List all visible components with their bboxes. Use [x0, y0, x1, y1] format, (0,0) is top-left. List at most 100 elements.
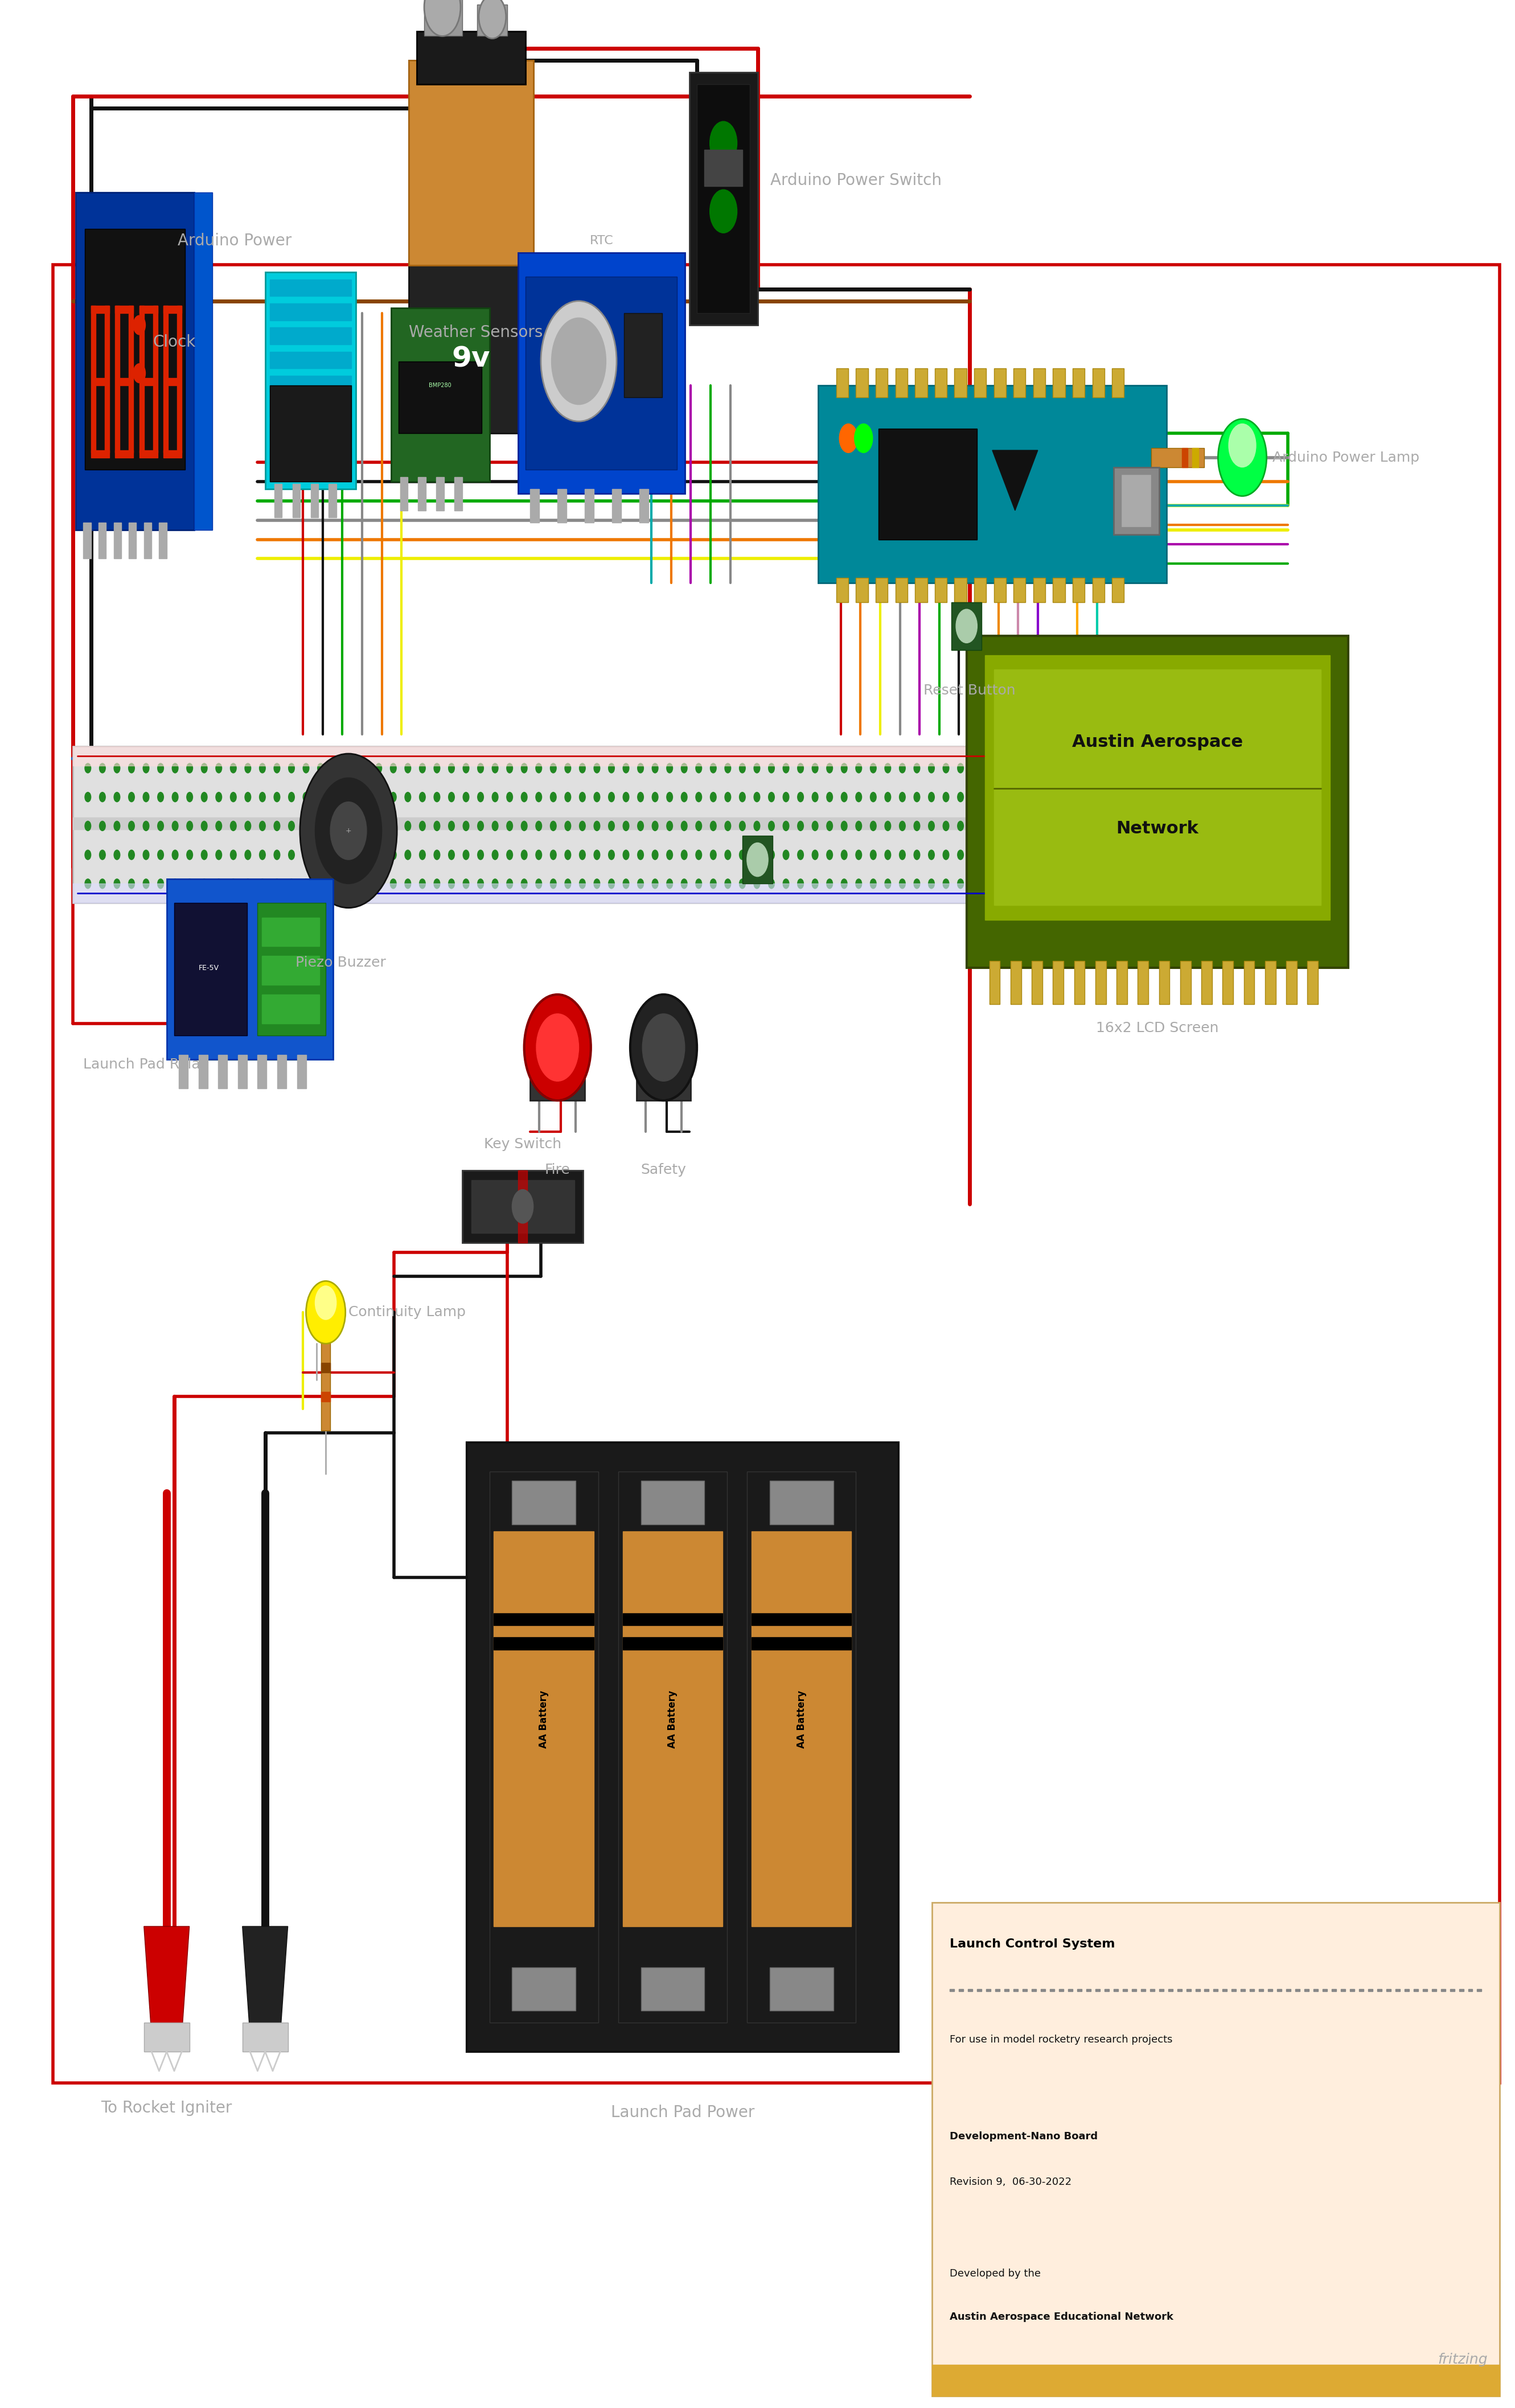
- Circle shape: [638, 792, 644, 802]
- Bar: [1114, 1989, 1118, 1991]
- Circle shape: [1176, 792, 1182, 802]
- Bar: [704, 149, 742, 185]
- Circle shape: [1045, 879, 1051, 889]
- Circle shape: [642, 1014, 685, 1081]
- Circle shape: [682, 821, 688, 831]
- Circle shape: [433, 792, 439, 802]
- Bar: [164, 378, 182, 385]
- Polygon shape: [992, 450, 1038, 510]
- Bar: [986, 1989, 991, 1991]
- Text: Piezo Buzzer: Piezo Buzzer: [295, 956, 386, 970]
- Circle shape: [158, 879, 164, 889]
- Bar: [270, 352, 351, 368]
- Circle shape: [986, 879, 992, 889]
- Bar: [530, 489, 539, 523]
- Bar: [1332, 1989, 1336, 1991]
- Text: Launch Pad Power: Launch Pad Power: [611, 2105, 754, 2121]
- Circle shape: [361, 792, 367, 802]
- Bar: [454, 477, 462, 510]
- Circle shape: [754, 879, 761, 889]
- Circle shape: [841, 821, 847, 831]
- Circle shape: [85, 763, 91, 773]
- Bar: [1307, 961, 1318, 1004]
- Bar: [270, 303, 351, 320]
- Bar: [994, 578, 1006, 602]
- Bar: [1192, 448, 1198, 467]
- Circle shape: [230, 850, 236, 860]
- Bar: [1095, 1989, 1100, 1991]
- Bar: [477, 5, 508, 36]
- Bar: [1032, 1989, 1036, 1991]
- Bar: [262, 956, 320, 985]
- Text: Arduino Power: Arduino Power: [177, 234, 292, 248]
- Bar: [164, 306, 182, 313]
- Circle shape: [579, 850, 585, 860]
- Circle shape: [812, 763, 818, 773]
- Circle shape: [739, 821, 745, 831]
- Bar: [836, 368, 848, 397]
- Bar: [974, 578, 986, 602]
- Circle shape: [259, 763, 265, 773]
- Circle shape: [1191, 850, 1197, 860]
- Circle shape: [448, 763, 454, 773]
- Circle shape: [565, 879, 571, 889]
- Bar: [1368, 1989, 1373, 1991]
- Text: Arduino Power Switch: Arduino Power Switch: [770, 173, 942, 188]
- Bar: [1395, 1989, 1400, 1991]
- Circle shape: [1147, 879, 1153, 889]
- Bar: [1032, 961, 1042, 1004]
- Circle shape: [114, 850, 120, 860]
- Circle shape: [839, 424, 857, 453]
- Circle shape: [158, 821, 164, 831]
- Bar: [1073, 368, 1085, 397]
- Circle shape: [623, 792, 629, 802]
- Bar: [139, 306, 158, 313]
- Circle shape: [667, 879, 673, 889]
- Bar: [292, 484, 300, 518]
- Circle shape: [565, 850, 571, 860]
- Circle shape: [361, 879, 367, 889]
- Circle shape: [186, 792, 192, 802]
- Text: Reset Button: Reset Button: [924, 684, 1015, 698]
- Bar: [624, 313, 662, 397]
- Bar: [1121, 474, 1151, 527]
- Bar: [73, 884, 1288, 903]
- Circle shape: [506, 821, 512, 831]
- Bar: [462, 1170, 583, 1243]
- Bar: [512, 1481, 576, 1524]
- Circle shape: [914, 821, 920, 831]
- Circle shape: [1220, 879, 1226, 889]
- Circle shape: [1074, 879, 1080, 889]
- Bar: [129, 523, 136, 559]
- Circle shape: [609, 850, 615, 860]
- Text: Developed by the: Developed by the: [950, 2268, 1041, 2278]
- Circle shape: [1001, 879, 1007, 889]
- Bar: [1413, 1989, 1418, 1991]
- Bar: [400, 477, 408, 510]
- Circle shape: [288, 821, 294, 831]
- Circle shape: [914, 792, 920, 802]
- Circle shape: [942, 763, 948, 773]
- Bar: [270, 279, 351, 296]
- Circle shape: [827, 763, 833, 773]
- Text: Launch Pad Relay: Launch Pad Relay: [83, 1057, 209, 1072]
- Circle shape: [303, 821, 309, 831]
- Circle shape: [100, 792, 106, 802]
- Bar: [153, 385, 158, 453]
- Circle shape: [1160, 763, 1167, 773]
- Bar: [1223, 961, 1233, 1004]
- Text: Arduino Power Lamp: Arduino Power Lamp: [1273, 450, 1420, 465]
- Bar: [139, 385, 144, 453]
- Circle shape: [405, 763, 411, 773]
- Bar: [935, 578, 947, 602]
- Circle shape: [724, 763, 730, 773]
- Circle shape: [551, 318, 606, 405]
- Bar: [73, 819, 1288, 831]
- Circle shape: [186, 850, 192, 860]
- Bar: [1073, 578, 1085, 602]
- Circle shape: [942, 879, 948, 889]
- Circle shape: [521, 792, 527, 802]
- Text: +: +: [345, 826, 351, 836]
- Circle shape: [1147, 792, 1153, 802]
- Circle shape: [724, 850, 730, 860]
